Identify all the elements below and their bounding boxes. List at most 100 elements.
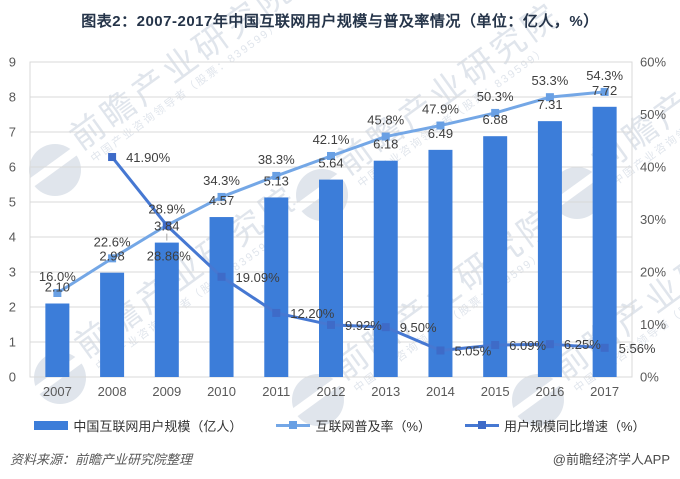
right-axis-tick-label: 0%	[640, 370, 659, 385]
left-axis-tick-label: 0	[9, 370, 16, 385]
growth-value-label: 9.50%	[400, 320, 437, 335]
bar-value-label: 2.10	[45, 280, 70, 295]
left-axis-tick-label: 4	[9, 230, 16, 245]
left-axis-tick-label: 6	[9, 160, 16, 175]
right-axis-tick-label: 60%	[640, 55, 666, 70]
left-axis-tick-label: 1	[9, 335, 16, 350]
bar-2010	[209, 217, 234, 377]
chart-legend: 中国互联网用户规模（亿人） 互联网普及率（%） 用户规模同比增速（%）	[0, 416, 680, 435]
growth-value-label: 41.90%	[126, 150, 171, 165]
logo-swoosh	[289, 375, 343, 419]
bar-value-label: 6.18	[373, 137, 398, 152]
left-axis-tick-label: 3	[9, 265, 16, 280]
x-axis-year-label: 2007	[43, 384, 72, 399]
x-axis-year-label: 2017	[590, 384, 619, 399]
bar-value-label: 7.31	[537, 97, 562, 112]
legend-item-user-scale: 中国互联网用户规模（亿人）	[34, 416, 242, 435]
legend-item-penetration: 互联网普及率（%）	[276, 416, 431, 435]
chart-footer: 资料来源：前瞻产业研究院整理 @前瞻经济学人APP	[0, 449, 680, 468]
line-marker-icon	[289, 421, 298, 429]
right-axis-tick-label: 50%	[640, 107, 666, 122]
growth-line-swatch-icon	[465, 421, 499, 429]
right-axis-tick-label: 30%	[640, 212, 666, 227]
right-axis-tick-label: 40%	[640, 160, 666, 175]
bar-2007	[45, 303, 70, 377]
growth-marker	[600, 343, 609, 352]
x-axis-year-label: 2013	[371, 384, 400, 399]
bar-value-label: 6.49	[428, 126, 453, 141]
bar-2015	[483, 136, 508, 377]
penetration-line-swatch-icon	[276, 421, 311, 429]
penetration-value-label: 38.3%	[258, 152, 295, 167]
growth-marker	[272, 308, 281, 317]
penetration-marker	[217, 192, 226, 201]
x-axis-year-label: 2012	[317, 384, 346, 399]
bar-value-label: 2.98	[99, 249, 124, 264]
bar-value-label: 5.64	[318, 156, 343, 171]
growth-marker	[327, 320, 335, 329]
source-note: 资料来源：前瞻产业研究院整理	[10, 452, 193, 467]
bar-2016	[537, 121, 562, 378]
penetration-marker	[108, 254, 117, 263]
bar-2017	[592, 106, 617, 378]
logo-swoosh	[509, 375, 563, 419]
watermark-layer: 前瞻产业研究院中国产业咨询领导者（股票：839599）前瞻产业研究院中国产业咨询…	[26, 0, 680, 426]
penetration-value-label: 16.0%	[39, 269, 76, 284]
growth-line-series	[108, 153, 609, 355]
penetration-value-label: 54.3%	[586, 68, 623, 83]
growth-marker	[108, 153, 117, 162]
x-axis-year-label: 2015	[481, 384, 510, 399]
legend-label-growth: 用户规模同比增速（%）	[504, 419, 646, 434]
credit-note: @前瞻经济学人APP	[552, 452, 670, 467]
penetration-value-label: 42.1%	[313, 132, 350, 147]
growth-value-label: 5.05%	[454, 343, 491, 358]
bar-2008	[100, 272, 125, 377]
left-axis-tick-label: 5	[9, 195, 16, 210]
x-axis-year-label: 2010	[207, 384, 236, 399]
growth-marker	[217, 272, 226, 281]
x-axis-year-label: 2009	[152, 384, 181, 399]
growth-marker	[381, 323, 390, 332]
penetration-marker	[381, 132, 390, 141]
x-axis-year-label: 2014	[426, 384, 455, 399]
penetration-marker	[436, 121, 445, 130]
right-axis-tick-label: 10%	[640, 317, 666, 332]
penetration-value-label: 47.9%	[422, 102, 459, 117]
penetration-marker	[53, 289, 62, 297]
legend-label-user-scale: 中国互联网用户规模（亿人）	[73, 419, 243, 434]
data-labels: 2.10 2.98 3.84 4.57 5.13 5.64 6.18 6.49 6.88 7.31…	[39, 68, 656, 359]
growth-value-label: 6.25%	[564, 337, 601, 352]
growth-value-label: 28.86%	[147, 248, 192, 263]
bar-value-label: 5.13	[264, 173, 289, 188]
growth-value-label: 19.09%	[236, 270, 281, 285]
penetration-value-label: 53.3%	[531, 73, 568, 88]
growth-marker	[436, 346, 445, 355]
penetration-marker	[491, 108, 500, 117]
legend-item-growth: 用户规模同比增速（%）	[465, 416, 646, 435]
penetration-value-label: 22.6%	[94, 234, 131, 249]
bar-series	[45, 106, 617, 378]
growth-marker	[162, 221, 171, 230]
growth-value-label: 6.09%	[509, 338, 546, 353]
penetration-marker	[600, 87, 609, 96]
legend-label-penetration: 互联网普及率（%）	[315, 419, 431, 434]
penetration-value-label: 45.8%	[367, 113, 404, 128]
x-axis-year-label: 2008	[98, 384, 127, 399]
growth-value-label: 5.56%	[619, 341, 656, 356]
x-axis-year-label: 2016	[535, 384, 564, 399]
axis-labels: 0 1 2 3 4 5 6 7 8 9 0% 10% 20% 30% 40% 50% 60% 2007 2008 20…	[9, 55, 667, 400]
bar-value-label: 6.88	[483, 112, 508, 127]
growth-value-label: 12.20%	[290, 306, 335, 321]
penetration-marker	[272, 171, 281, 180]
left-axis-tick-label: 2	[9, 300, 16, 315]
penetration-value-label: 50.3%	[477, 89, 514, 104]
line-marker-icon	[478, 421, 486, 429]
chart-title: 图表2：2007-2017年中国互联网用户规模与普及率情况（单位：亿人，%）	[81, 13, 599, 30]
bar-2011	[264, 197, 289, 377]
penetration-marker	[545, 93, 554, 102]
left-axis-tick-label: 7	[9, 125, 16, 140]
penetration-marker	[327, 151, 335, 160]
bar-value-label: 4.57	[209, 193, 234, 208]
